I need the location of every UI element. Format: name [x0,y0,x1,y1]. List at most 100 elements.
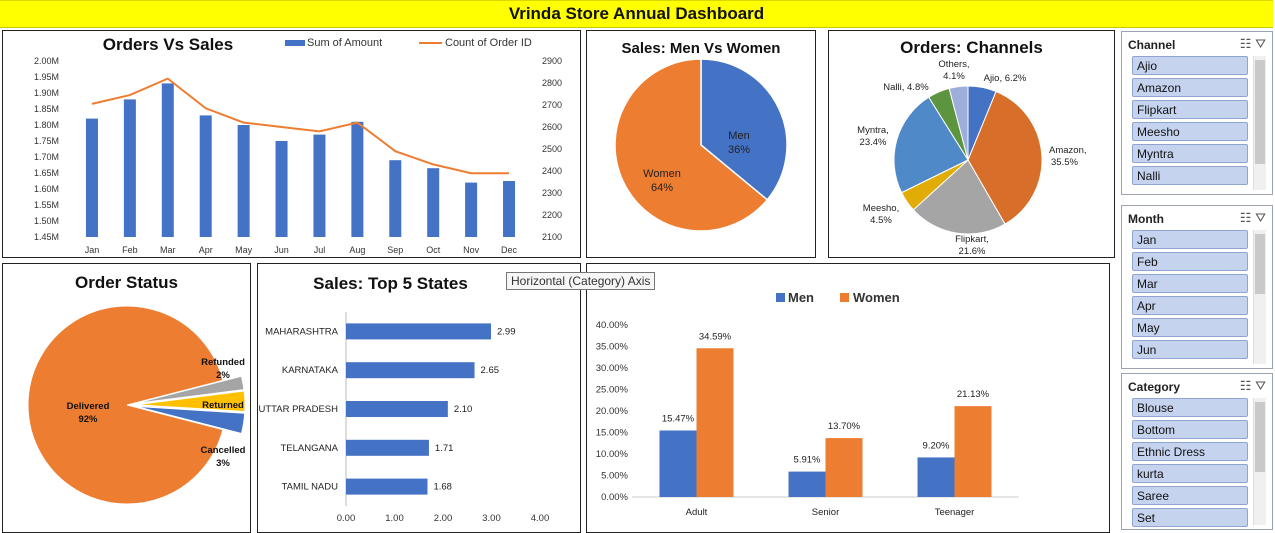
x-tick-label: Teenager [935,507,975,518]
slicer-item[interactable]: Set [1132,508,1248,527]
x-tick-label: Dec [501,245,518,255]
y-right-tick-label: 2600 [542,122,562,132]
channels-panel[interactable]: Orders: Channels Ajio, 6.2% Amazon, 35.5% F… [828,30,1115,258]
channels-chart[interactable]: Ajio, 6.2% Amazon,35.5% Flipkart,21.6% Mees… [829,31,1114,257]
y-left-tick-label: 1.85M [34,104,59,114]
y-left-tick-label: 1.55M [34,200,59,210]
slicer-item[interactable]: May [1132,318,1248,337]
top-states-chart[interactable]: MAHARASHTRA 2.99 KARNATAKA 2.65 UTTAR PRADES… [258,264,580,532]
month-slicer-scrollbar[interactable] [1253,230,1266,364]
men-vs-women-chart[interactable]: Men 36% Women 64% [587,31,815,257]
slicer-item[interactable]: Jun [1132,340,1248,359]
multi-select-icon[interactable]: ☷ [1239,210,1252,225]
state-label: UTTAR PRADESH [258,404,338,415]
state-value-label: 1.68 [433,482,452,493]
age-bar-women [954,406,992,497]
y-left-tick-label: 1.45M [34,232,59,242]
slicer-item[interactable]: Bottom [1132,420,1248,439]
state-bar [346,401,448,417]
order-status-chart[interactable]: Delivered 92% Refunded 2% Returned 3% Cancelle… [3,264,250,532]
x-tick-label: May [235,245,253,255]
status-label: Cancelled [201,445,246,456]
sales-bar [123,99,136,238]
order-status-panel[interactable]: Order Status Delivered 92% Refunded 2% Retur… [2,263,251,533]
category-slicer-tools: ☷ ⛛ [1240,378,1266,394]
sales-bar [389,160,402,237]
age-bar-women [696,348,734,497]
channel-percent: 23.4% [860,137,887,148]
category-slicer-scrollbar[interactable] [1253,398,1266,525]
status-slice-refunded [135,375,245,404]
clear-filter-icon[interactable]: ⛛ [1255,36,1266,51]
legend-swatch-sales [285,40,305,46]
sales-bar [427,168,440,237]
orders-vs-sales-panel[interactable]: Orders Vs Sales 2.00M 1.95M 1.90M 1.85M 1.80… [2,30,581,258]
slicer-item[interactable]: Apr [1132,296,1248,315]
slicer-item[interactable]: Amazon [1132,78,1248,97]
slice-percent: 36% [728,144,750,156]
sales-bar [199,115,212,237]
y-left-tick-label: 1.60M [34,184,59,194]
sales-bar [161,83,174,238]
y-left-tick-label: 2.00M [34,56,59,66]
sales-bar [465,182,478,237]
category-slicer[interactable]: Category ☷ ⛛ Blouse Bottom Ethnic Dress kur… [1121,373,1273,530]
slicer-item[interactable]: Feb [1132,252,1248,271]
clear-filter-icon[interactable]: ⛛ [1255,210,1266,225]
x-tick-label: 2.00 [434,513,453,524]
men-vs-women-panel[interactable]: Sales: Men Vs Women Men 36% Women 64% [586,30,816,258]
legend-swatch-men [776,293,785,302]
y-left-tick-label: 1.50M [34,216,59,226]
state-label: TELANGANA [280,443,338,454]
axis-tooltip: Horizontal (Category) Axis [506,272,656,290]
status-label: Returned [202,400,244,411]
sales-bar [85,118,98,237]
bar-value-label: 5.91% [794,455,821,466]
slicer-item[interactable]: Ethnic Dress [1132,442,1248,461]
x-tick-label: Sep [387,245,403,255]
state-bar [346,362,475,379]
slicer-item[interactable]: Flipkart [1132,100,1248,119]
multi-select-icon[interactable]: ☷ [1239,378,1252,393]
top-states-title: Sales: Top 5 States [313,274,468,293]
x-tick-label: Feb [122,245,138,255]
x-tick-label: Jul [314,245,326,255]
slicer-item[interactable]: Jan [1132,230,1248,249]
slicer-item[interactable]: Mar [1132,274,1248,293]
channel-label: Nalli, 4.8% [883,82,929,93]
month-slicer[interactable]: Month ☷ ⛛ Jan Feb Mar Apr May Jun [1121,205,1273,369]
month-slicer-title: Month [1128,212,1164,226]
channel-slicer[interactable]: Channel ☷ ⛛ Ajio Amazon Flipkart Meesho Mynt… [1121,31,1273,195]
multi-select-icon[interactable]: ☷ [1239,36,1252,51]
state-label: TAMIL NADU [282,482,339,493]
slicer-item[interactable]: Myntra [1132,144,1248,163]
orders-vs-sales-chart[interactable]: 2.00M 1.95M 1.90M 1.85M 1.80M 1.75M 1.70M 1.65M… [3,31,580,257]
men-vs-women-title: Sales: Men Vs Women [621,40,781,57]
age-gender-panel[interactable]: 40.00% 35.00% 30.00% 25.00% 20.00% 15.00% 10.0… [586,263,1110,533]
status-slice-delivered [27,305,224,505]
x-tick-label: 3.00 [482,513,501,524]
pie-slice-men [700,58,788,201]
channel-percent: 21.6% [959,246,986,257]
slicer-item[interactable]: Meesho [1132,122,1248,141]
age-gender-chart[interactable]: 40.00% 35.00% 30.00% 25.00% 20.00% 15.00% 10.0… [587,264,1109,532]
top-states-panel[interactable]: Sales: Top 5 States MAHARASHTRA 2.99 KARNA… [257,263,581,533]
x-tick-label: Apr [199,245,213,255]
age-bar-men [917,457,955,497]
slicer-item[interactable]: Blouse [1132,398,1248,417]
channel-label: Myntra, [857,125,889,136]
order-status-title: Order Status [75,273,178,292]
bar-value-label: 21.13% [957,389,990,400]
slice-percent: 64% [651,182,673,194]
bar-value-label: 34.59% [699,331,732,342]
channels-title: Orders: Channels [900,38,1043,57]
y-tick-label: 35.00% [596,342,629,353]
slicer-item[interactable]: Nalli [1132,166,1248,185]
slicer-item[interactable]: kurta [1132,464,1248,483]
state-label: MAHARASHTRA [265,326,339,337]
clear-filter-icon[interactable]: ⛛ [1255,378,1266,393]
slicer-item[interactable]: Saree [1132,486,1248,505]
x-tick-label: 0.00 [337,513,356,524]
slicer-item[interactable]: Ajio [1132,56,1248,75]
channel-slicer-scrollbar[interactable] [1253,56,1266,190]
